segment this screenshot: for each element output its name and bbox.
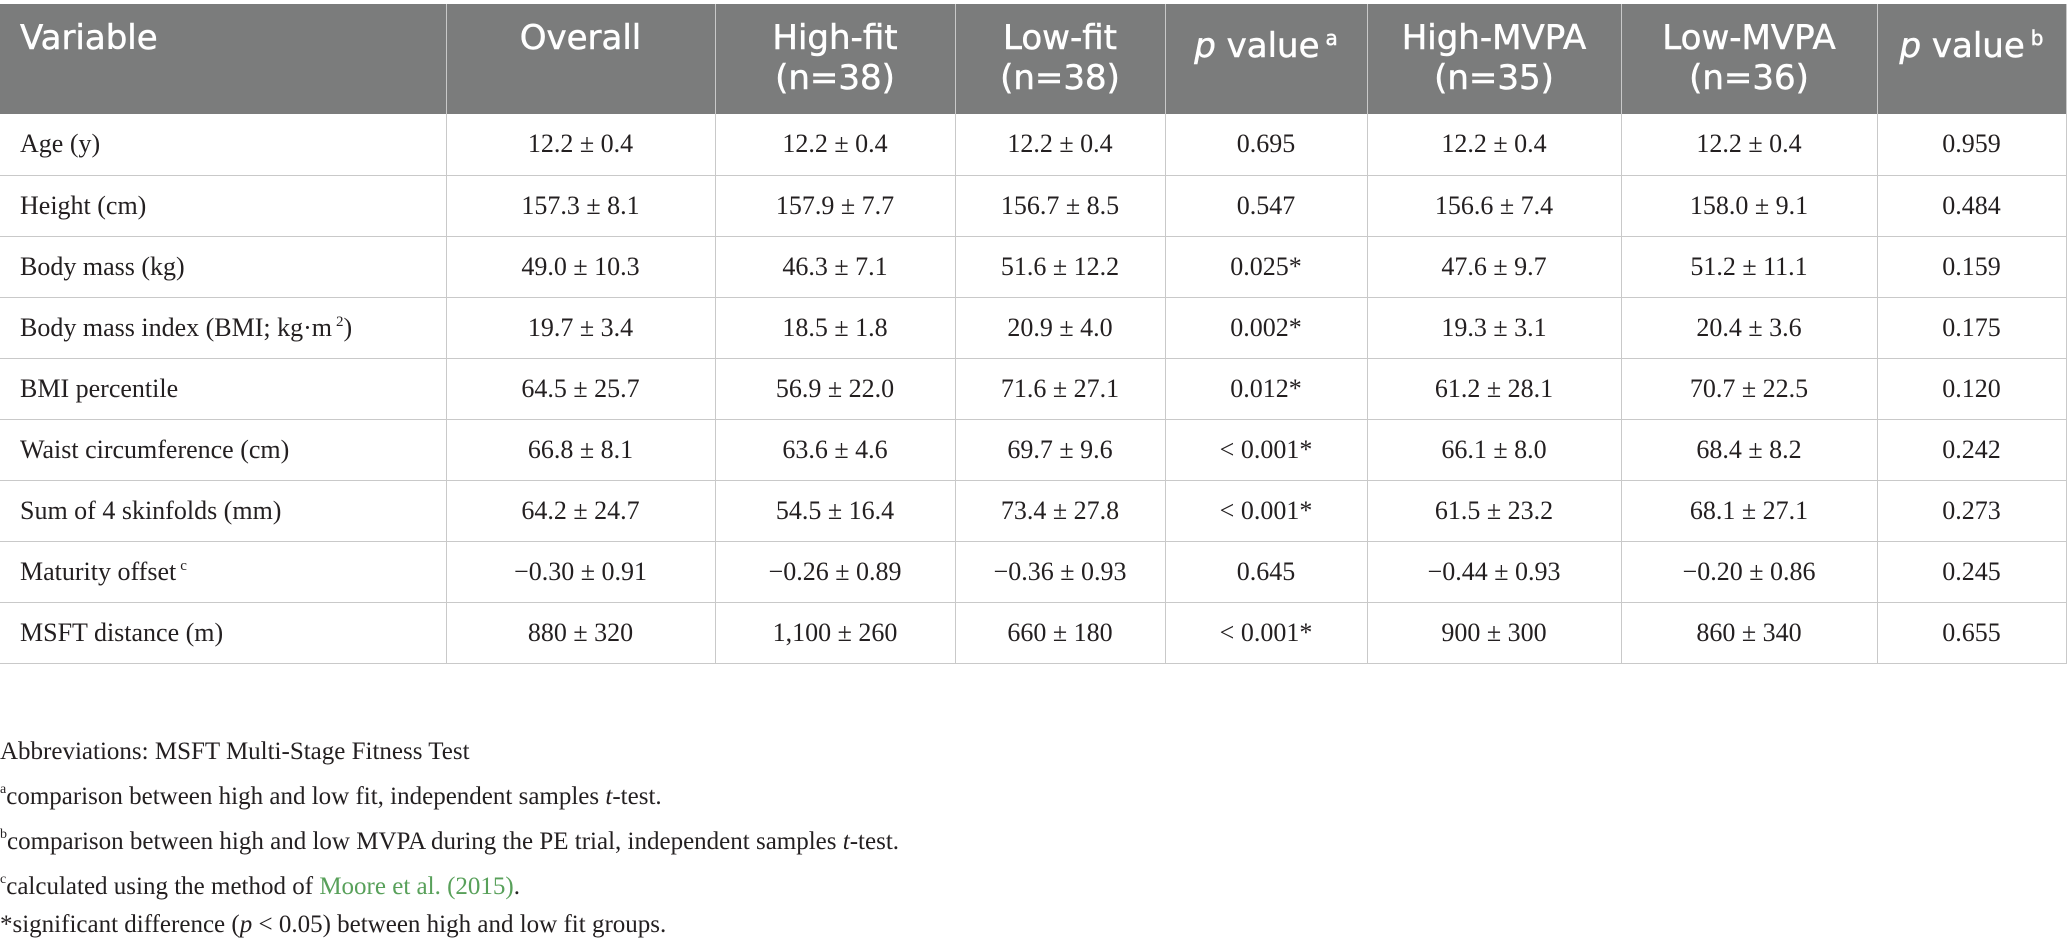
table-row: Sum of 4 skinfolds (mm) 64.2 ± 24.7 54.5 ±…	[0, 480, 2067, 542]
table-cell: 0.959	[1876, 114, 2067, 176]
table-cell: 0.175	[1876, 297, 2067, 359]
header-low-mvpa: Low-MVPA (n=36)	[1620, 4, 1877, 114]
row-label: Body mass index (BMI; kg·m 2)	[0, 297, 446, 359]
table-cell: 63.6 ± 4.6	[714, 419, 955, 481]
table-cell: 0.655	[1876, 602, 2067, 664]
table-cell: 0.484	[1876, 175, 2067, 237]
table-cell: 19.3 ± 3.1	[1366, 297, 1621, 359]
footnote-abbreviations: Abbreviations: MSFT Multi-Stage Fitness …	[0, 738, 470, 765]
table-cell: 0.012*	[1164, 358, 1367, 420]
table-footnotes: Abbreviations: MSFT Multi-Stage Fitness …	[0, 733, 899, 944]
row-label: Height (cm)	[0, 175, 446, 237]
row-label: MSFT distance (m)	[0, 602, 446, 664]
table-cell: 900 ± 300	[1366, 602, 1621, 664]
table-row: BMI percentile 64.5 ± 25.7 56.9 ± 22.0 71.6…	[0, 358, 2067, 420]
header-low-fit: Low-fit (n=38)	[954, 4, 1165, 114]
table-cell: 156.7 ± 8.5	[954, 175, 1165, 237]
header-p-value-b: p value b	[1876, 4, 2067, 114]
table-cell: 66.1 ± 8.0	[1366, 419, 1621, 481]
table-cell: 157.3 ± 8.1	[445, 175, 715, 237]
table-row: Waist circumference (cm) 66.8 ± 8.1 63.6 ±…	[0, 419, 2067, 481]
table-cell: 20.9 ± 4.0	[954, 297, 1165, 359]
header-high-mvpa: High-MVPA (n=35)	[1366, 4, 1621, 114]
table-cell: 0.645	[1164, 541, 1367, 603]
table-cell: 0.242	[1876, 419, 2067, 481]
row-label: Waist circumference (cm)	[0, 419, 446, 481]
table-cell: 880 ± 320	[445, 602, 715, 664]
table-cell: 61.5 ± 23.2	[1366, 480, 1621, 542]
table-cell: 12.2 ± 0.4	[1620, 114, 1877, 176]
table-cell: 0.025*	[1164, 236, 1367, 298]
header-high-fit: High-fit (n=38)	[714, 4, 955, 114]
row-label: Age (y)	[0, 114, 446, 176]
row-label: Body mass (kg)	[0, 236, 446, 298]
table-cell: 47.6 ± 9.7	[1366, 236, 1621, 298]
table-cell: 12.2 ± 0.4	[954, 114, 1165, 176]
table-cell: −0.30 ± 0.91	[445, 541, 715, 603]
table-cell: 660 ± 180	[954, 602, 1165, 664]
table-cell: 64.2 ± 24.7	[445, 480, 715, 542]
table-cell: 73.4 ± 27.8	[954, 480, 1165, 542]
table-cell: 12.2 ± 0.4	[1366, 114, 1621, 176]
table-cell: 12.2 ± 0.4	[714, 114, 955, 176]
table-cell: 0.159	[1876, 236, 2067, 298]
table-cell: 70.7 ± 22.5	[1620, 358, 1877, 420]
table-cell: 12.2 ± 0.4	[445, 114, 715, 176]
table-cell: −0.26 ± 0.89	[714, 541, 955, 603]
table-cell: 51.6 ± 12.2	[954, 236, 1165, 298]
table-cell: 46.3 ± 7.1	[714, 236, 955, 298]
table-cell: 56.9 ± 22.0	[714, 358, 955, 420]
table-cell: 0.695	[1164, 114, 1367, 176]
footnote-a: acomparison between high and low fit, in…	[0, 782, 662, 810]
reference-link[interactable]: Moore et al. (2015)	[319, 873, 514, 900]
table-cell: 156.6 ± 7.4	[1366, 175, 1621, 237]
table-cell: 69.7 ± 9.6	[954, 419, 1165, 481]
table-row: MSFT distance (m) 880 ± 320 1,100 ± 260 660…	[0, 602, 2067, 664]
table-cell: 0.245	[1876, 541, 2067, 603]
table-cell: < 0.001*	[1164, 602, 1367, 664]
table-cell: 71.6 ± 27.1	[954, 358, 1165, 420]
table-cell: −0.36 ± 0.93	[954, 541, 1165, 603]
row-label: Maturity offset c	[0, 541, 446, 603]
table-row: Age (y) 12.2 ± 0.4 12.2 ± 0.4 12.2 ± 0.4 0.6…	[0, 114, 2067, 176]
table-cell: 158.0 ± 9.1	[1620, 175, 1877, 237]
table-cell: −0.20 ± 0.86	[1620, 541, 1877, 603]
footnote-significance: *significant difference (p < 0.05) betwe…	[0, 911, 667, 938]
table-cell: 860 ± 340	[1620, 602, 1877, 664]
table-row: Height (cm) 157.3 ± 8.1 157.9 ± 7.7 156.7 ±…	[0, 175, 2067, 237]
table-cell: 64.5 ± 25.7	[445, 358, 715, 420]
table-cell: 1,100 ± 260	[714, 602, 955, 664]
table-cell: < 0.001*	[1164, 480, 1367, 542]
table-cell: < 0.001*	[1164, 419, 1367, 481]
table-cell: 54.5 ± 16.4	[714, 480, 955, 542]
characteristics-table: Variable Overall High-fit (n=38) Low-fit(…	[0, 4, 2067, 664]
table-cell: 0.002*	[1164, 297, 1367, 359]
table-cell: 66.8 ± 8.1	[445, 419, 715, 481]
table-cell: 49.0 ± 10.3	[445, 236, 715, 298]
header-overall: Overall	[445, 4, 715, 114]
header-row: Variable Overall High-fit (n=38) Low-fit(…	[0, 4, 2067, 114]
table-cell: 157.9 ± 7.7	[714, 175, 955, 237]
footnote-c: ccalculated using the method of Moore et…	[0, 872, 520, 900]
row-label: BMI percentile	[0, 358, 446, 420]
footnote-b: bcomparison between high and low MVPA du…	[0, 827, 900, 855]
table-cell: 68.4 ± 8.2	[1620, 419, 1877, 481]
table-cell: 51.2 ± 11.1	[1620, 236, 1877, 298]
table-row: Body mass index (BMI; kg·m 2) 19.7 ± 3.4 18…	[0, 297, 2067, 359]
table-cell: 0.120	[1876, 358, 2067, 420]
table-cell: 61.2 ± 28.1	[1366, 358, 1621, 420]
table-row: Body mass (kg) 49.0 ± 10.3 46.3 ± 7.1 51.6 …	[0, 236, 2067, 298]
table-cell: 68.1 ± 27.1	[1620, 480, 1877, 542]
table-cell: −0.44 ± 0.93	[1366, 541, 1621, 603]
table-cell: 19.7 ± 3.4	[445, 297, 715, 359]
header-variable: Variable	[0, 4, 446, 114]
table-cell: 18.5 ± 1.8	[714, 297, 955, 359]
table-row: Maturity offset c −0.30 ± 0.91 −0.26 ± 0.89…	[0, 541, 2067, 603]
header-p-value-a: p value a	[1164, 4, 1367, 114]
table-cell: 20.4 ± 3.6	[1620, 297, 1877, 359]
table-cell: 0.547	[1164, 175, 1367, 237]
row-label: Sum of 4 skinfolds (mm)	[0, 480, 446, 542]
table-cell: 0.273	[1876, 480, 2067, 542]
